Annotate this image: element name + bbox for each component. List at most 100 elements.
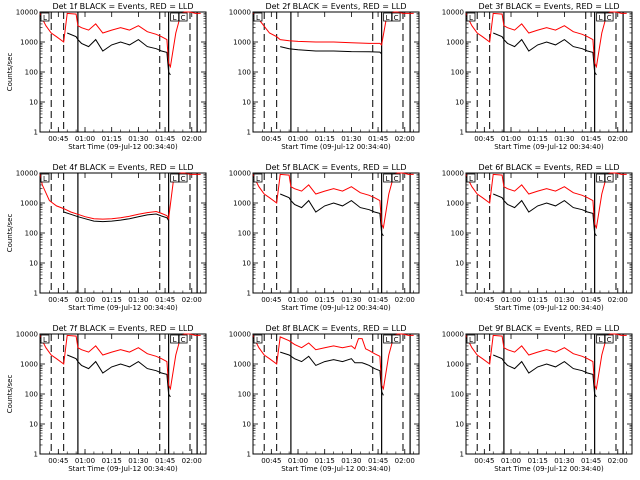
y-tick-label: 10 [29, 260, 38, 268]
x-tick-label: 01:45 [581, 457, 601, 465]
series-line-red [465, 11, 627, 69]
box-marker-L-right: L [383, 334, 393, 344]
x-tick-label: 01:00 [501, 457, 521, 465]
y-tick-label: 1000 [446, 39, 464, 47]
x-tick-label: 01:30 [341, 296, 361, 304]
panel-det-5: Det 5f BLACK = Events, RED = LLD 1 10 100 10… [229, 163, 420, 312]
x-tick-label: 01:00 [288, 296, 308, 304]
y-tick-label: 100 [451, 69, 464, 77]
y-tick-label: 1000 [20, 39, 38, 47]
svg-text:L: L [386, 175, 390, 183]
svg-text:L: L [599, 175, 603, 183]
y-tick-label: 100 [25, 391, 38, 399]
panel-det-8: Det 8f BLACK = Events, RED = LLD 1 10 100 10… [229, 324, 420, 473]
series-line-black [493, 354, 597, 398]
x-tick-label: 02:00 [395, 296, 415, 304]
x-tick-label: 01:45 [155, 457, 175, 465]
x-tick-label: 01:30 [341, 135, 361, 143]
x-tick-label: 01:45 [368, 135, 388, 143]
y-axis-label: Counts/sec [6, 375, 14, 414]
x-tick-label: 01:45 [155, 296, 175, 304]
series-line-red [465, 333, 627, 391]
panel-title: Det 7f BLACK = Events, RED = LLD [52, 324, 193, 333]
box-marker-C: C [178, 173, 188, 183]
y-tick-label: 1 [247, 290, 251, 298]
x-tick-label: 01:30 [554, 135, 574, 143]
y-tick-label: 1 [460, 129, 464, 137]
x-tick-label: 00:45 [474, 135, 494, 143]
y-tick-label: 10000 [16, 9, 38, 17]
series-line-black [67, 354, 171, 398]
y-tick-label: 1000 [233, 361, 251, 369]
x-axis-label: Start Time (09-Jul-12 00:34:40) [68, 465, 178, 473]
svg-text:L: L [256, 14, 260, 22]
x-tick-label: 01:15 [315, 296, 335, 304]
svg-text:C: C [394, 175, 399, 183]
svg-text:C: C [394, 336, 399, 344]
box-marker-L: L [253, 12, 263, 22]
x-tick-label: 01:30 [554, 457, 574, 465]
series-line-red [465, 172, 627, 230]
y-tick-label: 1 [34, 129, 38, 137]
panel-det-7: Det 7f BLACK = Events, RED = LLD 1 10 100 10… [6, 324, 207, 473]
x-tick-label: 00:45 [474, 457, 494, 465]
box-marker-L-right: L [596, 173, 606, 183]
svg-text:L: L [386, 336, 390, 344]
panel-title: Det 9f BLACK = Events, RED = LLD [478, 324, 619, 333]
y-tick-label: 1 [247, 129, 251, 137]
series-line-black [493, 193, 597, 237]
y-tick-label: 1000 [233, 39, 251, 47]
svg-text:C: C [607, 336, 612, 344]
svg-text:C: C [607, 14, 612, 22]
x-tick-label: 01:00 [75, 296, 95, 304]
box-marker-L-right: L [383, 12, 393, 22]
box-marker-L: L [466, 334, 476, 344]
svg-text:C: C [394, 14, 399, 22]
svg-text:L: L [256, 175, 260, 183]
box-marker-L-right: L [596, 12, 606, 22]
panel-det-2: Det 2f BLACK = Events, RED = LLD 1 10 100 10… [229, 2, 420, 151]
x-tick-label: 01:30 [128, 457, 148, 465]
svg-text:L: L [469, 175, 473, 183]
panel-title: Det 2f BLACK = Events, RED = LLD [265, 2, 406, 11]
svg-text:C: C [607, 175, 612, 183]
y-tick-label: 100 [238, 230, 251, 238]
panel-title: Det 4f BLACK = Events, RED = LLD [52, 163, 193, 172]
panel-det-3: Det 3f BLACK = Events, RED = LLD 1 10 100 10… [442, 2, 633, 151]
svg-text:L: L [43, 336, 47, 344]
series-line-red [252, 11, 414, 46]
y-tick-label: 1000 [446, 361, 464, 369]
x-tick-label: 00:45 [261, 457, 281, 465]
plot-frame [252, 11, 420, 133]
y-tick-label: 100 [238, 69, 251, 77]
box-marker-L-right: L [383, 173, 393, 183]
box-marker-L: L [40, 334, 50, 344]
panel-det-1: Det 1f BLACK = Events, RED = LLD 1 10 100 10… [6, 2, 207, 151]
x-tick-label: 00:45 [48, 296, 68, 304]
y-tick-label: 10 [242, 260, 251, 268]
y-tick-label: 1000 [446, 200, 464, 208]
x-tick-label: 00:45 [261, 296, 281, 304]
y-tick-label: 10 [455, 260, 464, 268]
svg-text:L: L [173, 175, 177, 183]
x-tick-label: 01:15 [102, 135, 122, 143]
y-axis-label: Counts/sec [6, 53, 14, 92]
y-tick-label: 10000 [16, 331, 38, 339]
svg-text:L: L [173, 14, 177, 22]
panel-title: Det 8f BLACK = Events, RED = LLD [265, 324, 406, 333]
x-tick-label: 00:45 [48, 135, 68, 143]
x-tick-label: 02:00 [182, 296, 202, 304]
x-tick-label: 01:00 [75, 135, 95, 143]
y-tick-label: 10000 [16, 170, 38, 178]
series-line-black [280, 193, 384, 237]
y-tick-label: 1000 [20, 200, 38, 208]
x-tick-label: 01:30 [128, 296, 148, 304]
x-tick-label: 00:45 [474, 296, 494, 304]
y-tick-label: 100 [451, 230, 464, 238]
series-line-red [39, 11, 201, 69]
svg-text:L: L [386, 14, 390, 22]
x-axis-label: Start Time (09-Jul-12 00:34:40) [494, 143, 604, 151]
y-tick-label: 100 [25, 69, 38, 77]
panel-det-6: Det 6f BLACK = Events, RED = LLD 1 10 100 10… [442, 163, 633, 312]
x-tick-label: 02:00 [182, 457, 202, 465]
